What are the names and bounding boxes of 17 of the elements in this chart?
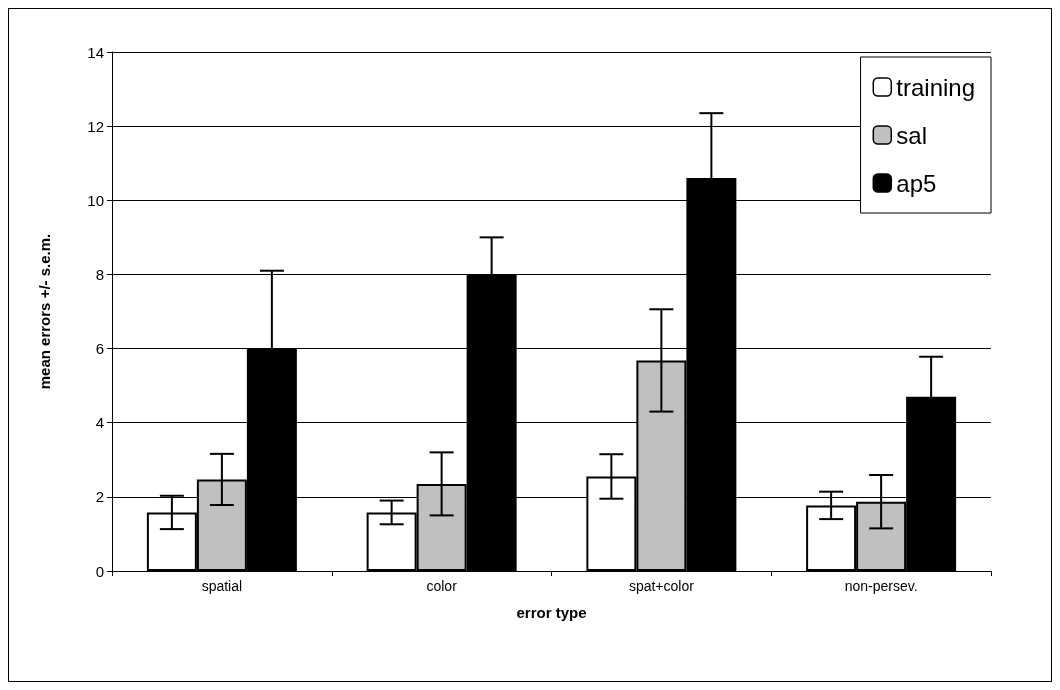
legend-label: ap5 — [896, 169, 937, 197]
y-tick-label: 4 — [95, 414, 104, 432]
y-tick-label: 6 — [95, 340, 104, 358]
y-tick-label: 14 — [87, 43, 104, 61]
x-tick-label: non-persev. — [844, 578, 918, 594]
y-tick-label: 2 — [95, 488, 104, 506]
x-tick-label: color — [426, 578, 458, 594]
legend-label: sal — [896, 121, 927, 149]
x-axis-title: error type — [516, 604, 587, 621]
x-tick-label: spat+color — [628, 578, 695, 594]
x-tick-label: spatial — [201, 578, 243, 594]
y-tick-label: 10 — [87, 191, 104, 209]
y-tick-label: 12 — [87, 117, 104, 135]
y-axis-title: mean errors +/- s.e.m. — [36, 233, 53, 390]
legend-label: training — [896, 73, 975, 101]
y-tick-label: 8 — [95, 265, 104, 283]
y-tick-label: 0 — [95, 562, 104, 580]
